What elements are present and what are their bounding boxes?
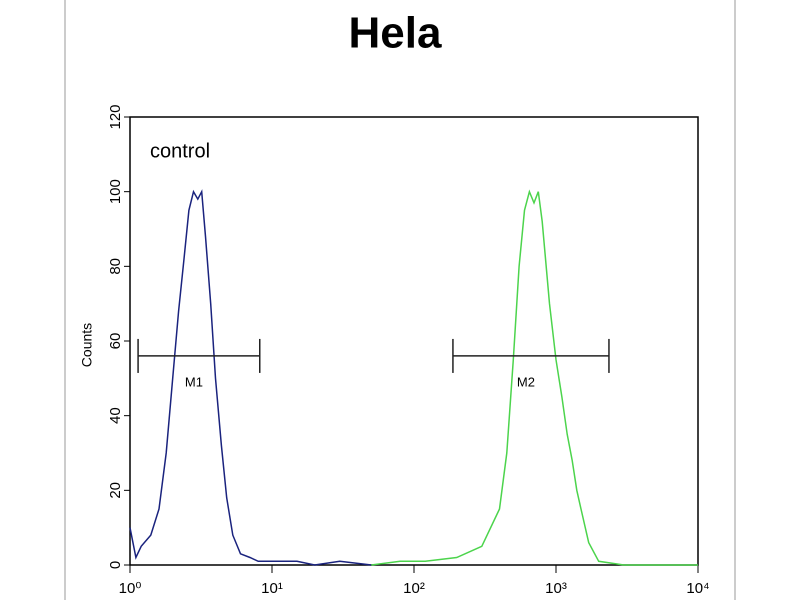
y-tick-label: 80 <box>107 258 124 275</box>
control-annotation: control <box>150 140 210 162</box>
y-tick-label: 120 <box>107 104 124 129</box>
x-tick-label: 10⁰ <box>119 580 142 597</box>
histogram-line <box>371 189 698 566</box>
gate-label: M2 <box>517 374 535 389</box>
y-tick-label: 20 <box>107 482 124 499</box>
y-tick-label: 60 <box>107 333 124 350</box>
y-tick-label: 40 <box>107 407 124 424</box>
gate-label: M1 <box>185 374 203 389</box>
x-tick-label: 10¹ <box>261 580 283 597</box>
x-tick-label: 10⁴ <box>686 580 709 597</box>
y-tick-label: 100 <box>107 179 124 204</box>
chart-title: Hela <box>349 9 442 58</box>
plot-area <box>129 116 699 566</box>
y-axis-label: Counts <box>79 323 95 367</box>
histogram-line <box>129 189 372 566</box>
y-tick-label: 0 <box>107 561 124 569</box>
x-tick-label: 10³ <box>545 580 567 597</box>
x-tick-label: 10² <box>403 580 425 597</box>
